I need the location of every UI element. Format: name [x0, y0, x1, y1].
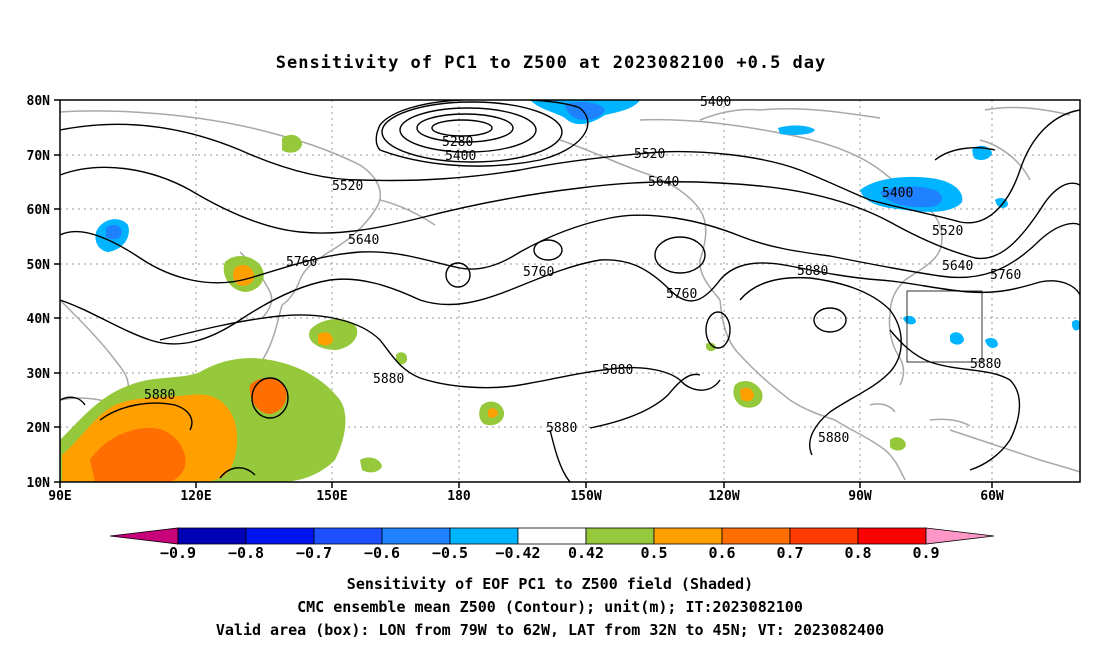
- lat-tick-label: 40N: [27, 312, 51, 327]
- contour-label: 5400: [882, 186, 913, 201]
- contour-label-group: 5280 5400 5400 5400 5520 5520 5520 5640 …: [144, 95, 1021, 446]
- colorbar-segment: [245, 527, 315, 545]
- footer-line-1: Sensitivity of EOF PC1 to Z500 field (Sh…: [347, 575, 753, 593]
- colorbar-segment: [789, 527, 859, 545]
- contour-label: 5400: [445, 149, 476, 164]
- lat-tick-label: 80N: [27, 94, 51, 109]
- contour-label: 5880: [818, 431, 849, 446]
- contour-label: 5640: [942, 259, 973, 274]
- valid-area-box: [906, 290, 983, 363]
- contour-label: 5640: [348, 233, 379, 248]
- lon-tick-label: 120E: [180, 489, 211, 504]
- lat-tick-label: 20N: [27, 421, 51, 436]
- figure-title: Sensitivity of PC1 to Z500 at 2023082100…: [276, 53, 827, 73]
- contour-label: 5880: [373, 372, 404, 387]
- contour-label: 5880: [602, 363, 633, 378]
- lat-tick-label: 30N: [27, 367, 51, 382]
- contour-label: 5760: [523, 265, 554, 280]
- colorbar-labels: −0.9 −0.8 −0.7 −0.6 −0.5 −0.42 0.42 0.5 …: [160, 544, 940, 562]
- lon-tick-label: 60W: [980, 489, 1004, 504]
- map-area: [60, 100, 1080, 482]
- map-frame: [59, 99, 1081, 483]
- colorbar-segment: [449, 527, 519, 545]
- lat-tick-label: 50N: [27, 258, 51, 273]
- colorbar-label: −0.5: [432, 544, 468, 562]
- contour-label: 5760: [990, 268, 1021, 283]
- colorbar-label: −0.7: [296, 544, 332, 562]
- colorbar-segment: [585, 527, 655, 545]
- lat-tick-label: 10N: [27, 476, 51, 491]
- contour-label: 5880: [144, 388, 175, 403]
- z500-contours: [60, 100, 1080, 482]
- contour-label: 5640: [648, 175, 679, 190]
- colorbar-label: 0.42: [568, 544, 604, 562]
- contour-label: 5280: [442, 135, 473, 150]
- lon-tick-label: 150W: [570, 489, 601, 504]
- colorbar-label: 0.5: [640, 544, 667, 562]
- contour-label: 5760: [666, 287, 697, 302]
- colorbar-label: −0.6: [364, 544, 400, 562]
- colorbar-extend-high: [925, 527, 995, 545]
- footer-line-3: Valid area (box): LON from 79W to 62W, L…: [216, 621, 884, 639]
- lat-tick-label: 70N: [27, 149, 51, 164]
- colorbar-label: 0.6: [708, 544, 735, 562]
- colorbar-label: −0.42: [495, 544, 540, 562]
- contour-label: 5880: [970, 357, 1001, 372]
- lon-tick-label: 180: [447, 489, 471, 504]
- contour-label: 5760: [286, 255, 317, 270]
- colorbar-label: 0.7: [776, 544, 803, 562]
- contour-label: 5520: [634, 147, 665, 162]
- colorbar-segment: [857, 527, 927, 545]
- tick-marks: [54, 99, 993, 488]
- colorbar-label: 0.9: [912, 544, 939, 562]
- lon-tick-label: 120W: [708, 489, 739, 504]
- colorbar: [109, 527, 995, 545]
- contour-label: 5400: [700, 95, 731, 110]
- lon-labels: 90E 120E 150E 180 150W 120W 90W 60W: [48, 489, 1004, 504]
- colorbar-segment: [381, 527, 451, 545]
- colorbar-segment: [653, 527, 723, 545]
- colorbar-extend-low: [109, 527, 179, 545]
- colorbar-segment: [313, 527, 383, 545]
- contour-label: 5520: [932, 224, 963, 239]
- lon-tick-label: 150E: [316, 489, 347, 504]
- lat-labels: 80N 70N 60N 50N 40N 30N 20N 10N: [27, 94, 51, 491]
- lon-tick-label: 90E: [48, 489, 71, 504]
- contour-label: 5520: [332, 179, 363, 194]
- colorbar-segment: [177, 527, 247, 545]
- lat-tick-label: 60N: [27, 203, 51, 218]
- colorbar-label: −0.9: [160, 544, 196, 562]
- colorbar-segment: [721, 527, 791, 545]
- contour-label: 5880: [546, 421, 577, 436]
- footer-line-2: CMC ensemble mean Z500 (Contour); unit(m…: [297, 598, 803, 616]
- lon-tick-label: 90W: [848, 489, 872, 504]
- colorbar-label: 0.8: [844, 544, 871, 562]
- contour-label: 5880: [797, 264, 828, 279]
- colorbar-segment: [517, 527, 587, 545]
- colorbar-label: −0.8: [228, 544, 264, 562]
